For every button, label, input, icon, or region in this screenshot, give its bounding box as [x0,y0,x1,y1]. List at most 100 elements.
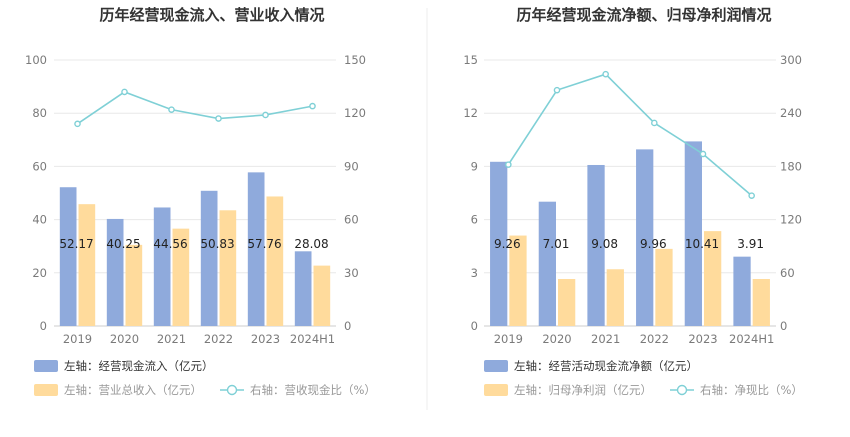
ratio-line [507,73,753,197]
legend-swatch-line-marker [226,384,238,396]
x-tick-label: 2021 [157,332,186,346]
legend-item-line: 右轴：净现比（%） [670,383,803,397]
y-left-tick-label: 40 [32,213,47,227]
x-tick-label: 2024H1 [729,332,774,346]
y-left-tick-label: 15 [463,53,478,67]
y-right-tick-label: 240 [780,106,802,120]
ratio-point [602,70,609,78]
bar-data-label: 9.96 [640,237,667,251]
legend-label: 左轴：经营活动现金流净额（亿元） [514,359,698,373]
legend-label: 左轴：营业总收入（亿元） [64,383,202,397]
x-tick-label: 2023 [251,332,280,346]
y-right-tick-label: 30 [344,266,359,280]
ratio-point [553,86,561,94]
x-tick-label: 2020 [542,332,571,346]
x-tick-label: 2022 [640,332,669,346]
legend-item-primary: 左轴：经营活动现金流净额（亿元） [484,359,698,373]
chart-title: 历年经营现金流入、营业收入情况 [99,6,324,24]
y-left-tick-label: 6 [471,213,478,227]
chart-panel-cash-inflow-revenue: 历年经营现金流入、营业收入情况 0 0 20 30 40 60 60 90 80 120 100 150… [25,6,376,397]
bar-primary [733,256,751,326]
ratio-point [74,120,81,128]
legend-item-primary: 左轴：经营现金流入（亿元） [34,359,214,373]
bar-secondary [172,228,190,326]
bar-data-label: 10.41 [685,237,719,251]
ratio-point [505,161,512,168]
bar-primary [490,161,508,326]
bar-data-label: 7.01 [543,237,570,251]
ratio-point [168,106,175,113]
ratio-point [121,88,128,96]
x-tick-label: 2021 [591,332,620,346]
bar-primary [59,187,77,326]
bar-primary [247,172,265,326]
bar-data-label: 28.08 [294,237,328,251]
legend-swatch-bar-primary [34,360,58,372]
bar-secondary [266,196,284,326]
y-right-tick-label: 90 [344,159,359,173]
bar-primary [153,207,171,326]
ratio-point [651,119,658,127]
ratio-line [77,91,313,125]
bar-secondary [78,204,96,326]
y-right-tick-label: 0 [344,319,351,333]
y-right-tick-label: 180 [780,159,802,173]
y-left-tick-label: 20 [32,266,47,280]
bar-data-label: 3.91 [737,237,764,251]
bar-primary [294,251,312,326]
y-right-tick-label: 150 [344,53,366,67]
legend-label: 左轴：归母净利润（亿元） [514,383,652,397]
legend-swatch-bar-secondary [34,384,58,396]
bar-primary [200,190,218,326]
ratio-point [748,192,755,199]
bar-data-label: 40.25 [106,237,140,251]
bar-primary [636,149,654,326]
bar-primary [684,141,702,326]
legend-label: 右轴：营收现金比（%） [250,383,376,397]
bar-data-label: 52.17 [59,237,93,251]
y-left-tick-label: 12 [463,106,478,120]
y-left-tick-label: 0 [40,319,47,333]
ratio-point [262,111,269,119]
y-right-tick-label: 0 [780,319,787,333]
bar-secondary [704,231,722,326]
x-tick-label: 2019 [494,332,523,346]
x-tick-label: 2022 [204,332,233,346]
y-left-tick-label: 80 [32,106,47,120]
bar-primary [587,164,605,326]
bar-secondary [509,235,527,326]
bar-primary [538,201,556,326]
bar-secondary [655,248,673,326]
bar-secondary [752,279,770,326]
legend-item-secondary: 左轴：归母净利润（亿元） [484,383,652,397]
y-left-tick-label: 60 [32,159,47,173]
bar-secondary [313,265,331,326]
y-right-tick-label: 300 [780,53,802,67]
y-right-tick-label: 60 [780,266,795,280]
legend-item-secondary: 左轴：营业总收入（亿元） [34,383,202,397]
bar-secondary [219,210,237,326]
chart-title: 历年经营现金流净额、归母净利润情况 [516,6,771,24]
legend-label: 左轴：经营现金流入（亿元） [64,359,214,373]
ratio-point [699,150,707,158]
x-tick-label: 2020 [110,332,139,346]
x-tick-label: 2023 [688,332,717,346]
legend-label: 右轴：净现比（%） [700,383,803,397]
bar-data-label: 9.08 [591,237,618,251]
y-left-tick-label: 9 [471,159,478,173]
legend-swatch-line-marker [676,384,688,396]
bar-data-label: 44.56 [153,237,187,251]
ratio-point [215,115,222,122]
bar-data-label: 57.76 [247,237,281,251]
legend-swatch-bar-primary [484,360,508,372]
bar-data-label: 50.83 [200,237,234,251]
bar-secondary [558,279,576,326]
y-left-tick-label: 0 [471,319,478,333]
x-tick-label: 2019 [63,332,92,346]
chart-panel-net-cashflow-profit: 历年经营现金流净额、归母净利润情况 0 0 3 60 6 120 9 180 12 240 15 300… [463,6,803,397]
bar-primary [106,218,124,326]
legend-swatch-bar-secondary [484,384,508,396]
legend: 左轴：经营现金流入（亿元） 左轴：营业总收入（亿元） 右轴：营收现金比（%） [34,359,376,397]
legend-item-line: 右轴：营收现金比（%） [220,383,376,397]
bar-secondary [125,244,143,326]
